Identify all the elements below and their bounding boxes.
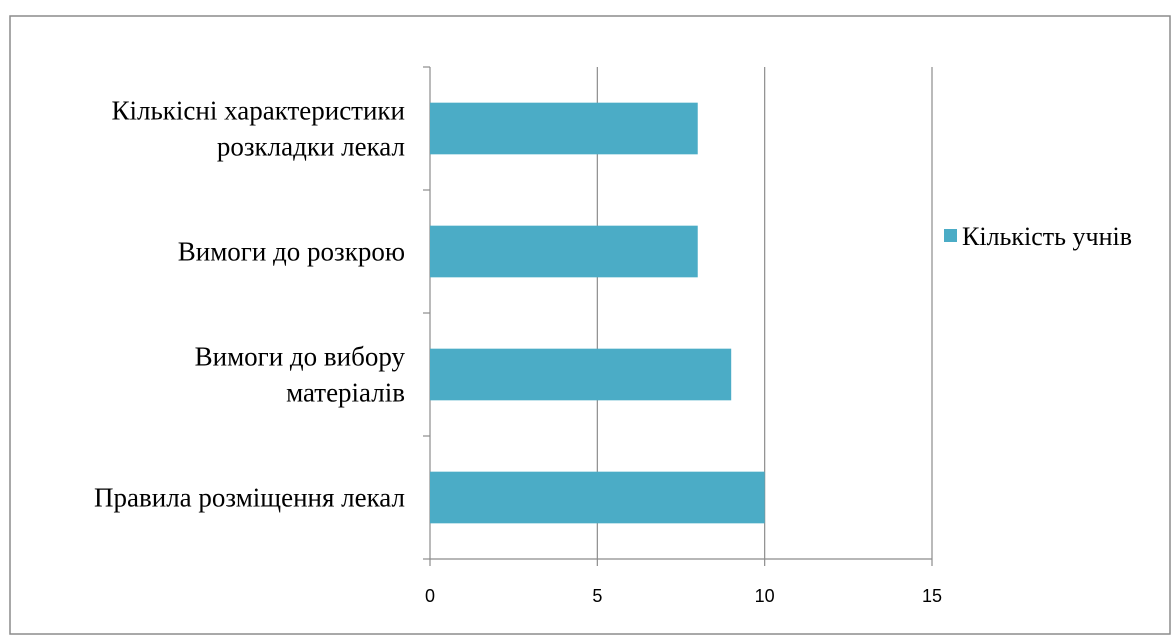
bar-3: [430, 102, 698, 155]
x-tick-label-2: 10: [755, 586, 775, 606]
category-label-1: Вимоги до вибору матеріалів: [195, 342, 406, 408]
x-tick-label-0: 0: [425, 586, 435, 606]
category-label-line: матеріалів: [286, 378, 405, 408]
category-label-line: розкладки лекал: [217, 132, 405, 162]
bar-1: [430, 348, 732, 401]
bars: [430, 102, 765, 524]
category-labels: Правила розміщення лекал Вимоги до вибору…: [94, 96, 405, 513]
bar-2: [430, 225, 698, 278]
x-tick-label-3: 15: [922, 586, 942, 606]
category-label-line: Правила розміщення лекал: [94, 483, 405, 513]
legend-label: Кількість учнів: [962, 222, 1132, 251]
category-label-line: Кількісні характеристики: [111, 96, 405, 126]
legend-swatch: [944, 229, 957, 242]
bar-0: [430, 471, 765, 524]
x-tick-label-1: 5: [592, 586, 602, 606]
category-label-line: Вимоги до розкрою: [178, 237, 405, 267]
category-label-3: Кількісні характеристики розкладки лекал: [111, 96, 405, 162]
category-label-line: Вимоги до вибору: [195, 342, 406, 372]
legend: Кількість учнів: [944, 222, 1132, 251]
x-tick-labels: 0 5 10 15: [425, 586, 942, 606]
category-label-0: Правила розміщення лекал: [94, 483, 405, 513]
category-label-2: Вимоги до розкрою: [178, 237, 405, 267]
